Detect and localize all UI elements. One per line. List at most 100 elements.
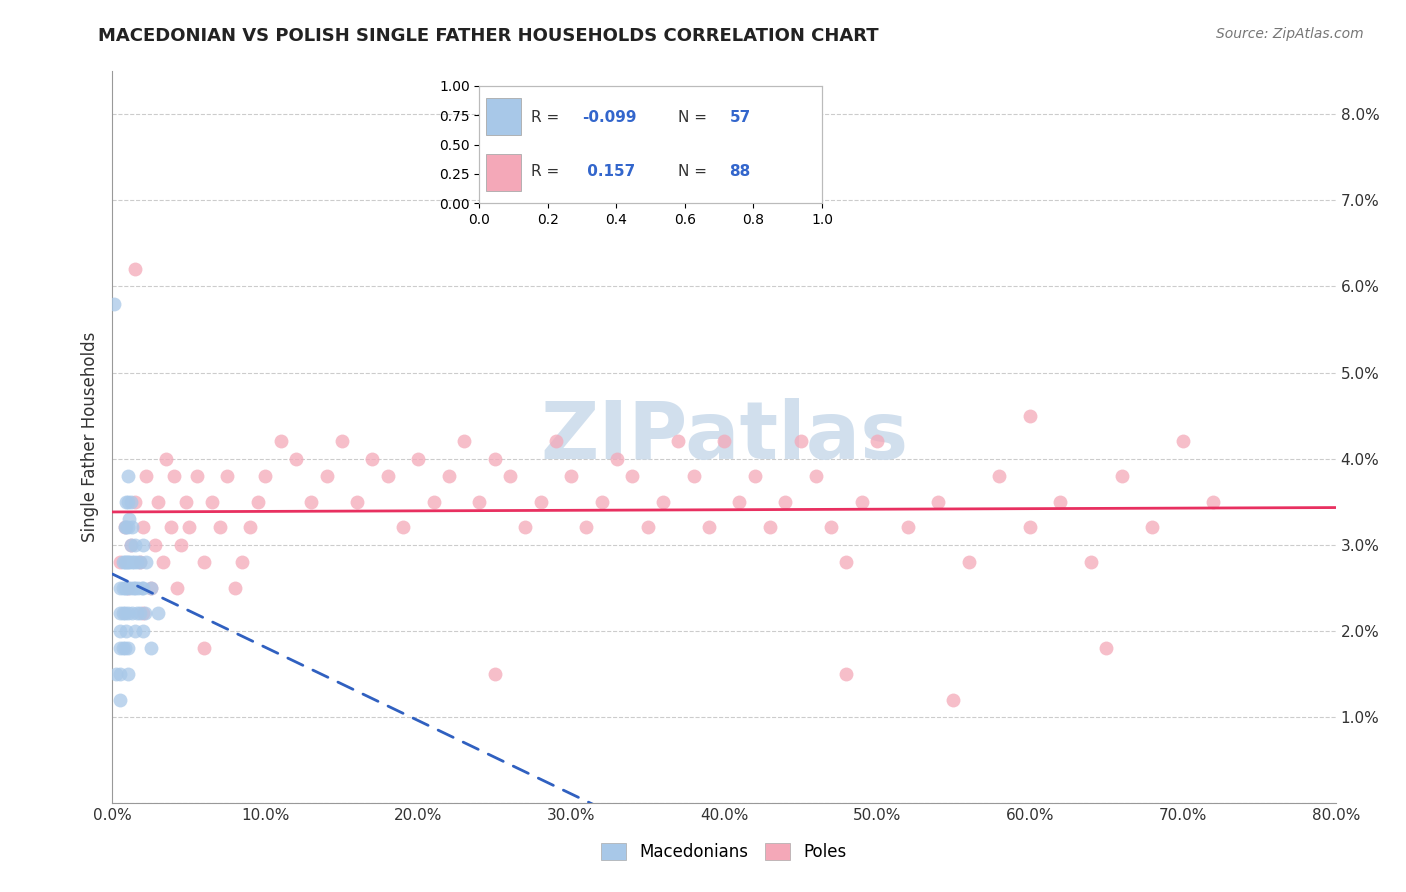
Point xyxy=(114,581,136,595)
Point xyxy=(148,607,170,621)
Point xyxy=(125,555,148,569)
Point xyxy=(108,692,131,706)
Point xyxy=(120,494,142,508)
Point xyxy=(1111,468,1133,483)
Point xyxy=(121,520,143,534)
Point xyxy=(897,520,920,534)
Point xyxy=(120,538,142,552)
Point xyxy=(152,555,174,569)
Point xyxy=(408,451,430,466)
Point xyxy=(682,468,704,483)
Point xyxy=(437,468,460,483)
Point xyxy=(112,555,135,569)
Point xyxy=(775,494,797,508)
Point xyxy=(114,607,136,621)
Point xyxy=(129,555,152,569)
Point xyxy=(239,520,262,534)
Point xyxy=(104,666,127,681)
Point xyxy=(159,520,181,534)
Text: MACEDONIAN VS POLISH SINGLE FATHER HOUSEHOLDS CORRELATION CHART: MACEDONIAN VS POLISH SINGLE FATHER HOUSE… xyxy=(98,27,879,45)
Point xyxy=(621,468,644,483)
Point xyxy=(346,494,368,508)
Point xyxy=(139,581,162,595)
Point xyxy=(115,555,138,569)
Point xyxy=(299,494,322,508)
Point xyxy=(866,434,889,449)
Point xyxy=(143,538,166,552)
Point xyxy=(170,538,193,552)
Point xyxy=(117,581,139,595)
Point xyxy=(117,607,139,621)
Point xyxy=(652,494,675,508)
Point xyxy=(117,520,139,534)
Point xyxy=(115,581,138,595)
Point xyxy=(820,520,842,534)
Point xyxy=(112,607,135,621)
Point xyxy=(246,494,269,508)
Y-axis label: Single Father Households: Single Father Households xyxy=(80,332,98,542)
Point xyxy=(377,468,399,483)
Point xyxy=(148,494,170,508)
Point xyxy=(124,538,146,552)
Point xyxy=(117,581,139,595)
Point xyxy=(499,468,522,483)
Point xyxy=(835,666,858,681)
Point xyxy=(132,520,155,534)
Point xyxy=(177,520,200,534)
Point xyxy=(1018,520,1040,534)
Point xyxy=(117,666,139,681)
Point xyxy=(835,555,858,569)
Point xyxy=(1142,520,1164,534)
Point xyxy=(129,607,152,621)
Point xyxy=(606,451,628,466)
Point xyxy=(697,520,720,534)
Point xyxy=(927,494,949,508)
Point xyxy=(1171,434,1194,449)
Point xyxy=(135,555,157,569)
Point xyxy=(121,607,143,621)
Point xyxy=(108,666,131,681)
Point xyxy=(120,581,142,595)
Point xyxy=(132,581,155,595)
Point xyxy=(155,451,177,466)
Point xyxy=(361,451,384,466)
Point xyxy=(744,468,766,483)
Point xyxy=(117,494,139,508)
Legend: Macedonians, Poles: Macedonians, Poles xyxy=(595,836,853,868)
Point xyxy=(118,512,141,526)
Point xyxy=(591,494,613,508)
Point xyxy=(115,494,138,508)
Point xyxy=(112,581,135,595)
Point xyxy=(108,555,131,569)
Point xyxy=(1080,555,1102,569)
Point xyxy=(163,468,186,483)
Point xyxy=(193,640,215,655)
Point xyxy=(108,624,131,638)
Point xyxy=(208,520,231,534)
Point xyxy=(1202,494,1225,508)
Point xyxy=(422,494,444,508)
Point xyxy=(186,468,208,483)
Point xyxy=(330,434,353,449)
Point xyxy=(108,581,131,595)
Point xyxy=(131,581,153,595)
Point xyxy=(135,468,157,483)
Point xyxy=(759,520,782,534)
Point xyxy=(108,607,131,621)
Point xyxy=(468,494,491,508)
Point xyxy=(201,494,224,508)
Point xyxy=(124,262,146,277)
Point xyxy=(957,555,980,569)
Point xyxy=(484,666,506,681)
Point xyxy=(575,520,598,534)
Point xyxy=(789,434,811,449)
Point xyxy=(560,468,582,483)
Point xyxy=(124,624,146,638)
Point xyxy=(139,640,162,655)
Point xyxy=(134,607,156,621)
Point xyxy=(122,581,145,595)
Point xyxy=(114,520,136,534)
Point xyxy=(174,494,197,508)
Point xyxy=(166,581,188,595)
Point xyxy=(120,538,142,552)
